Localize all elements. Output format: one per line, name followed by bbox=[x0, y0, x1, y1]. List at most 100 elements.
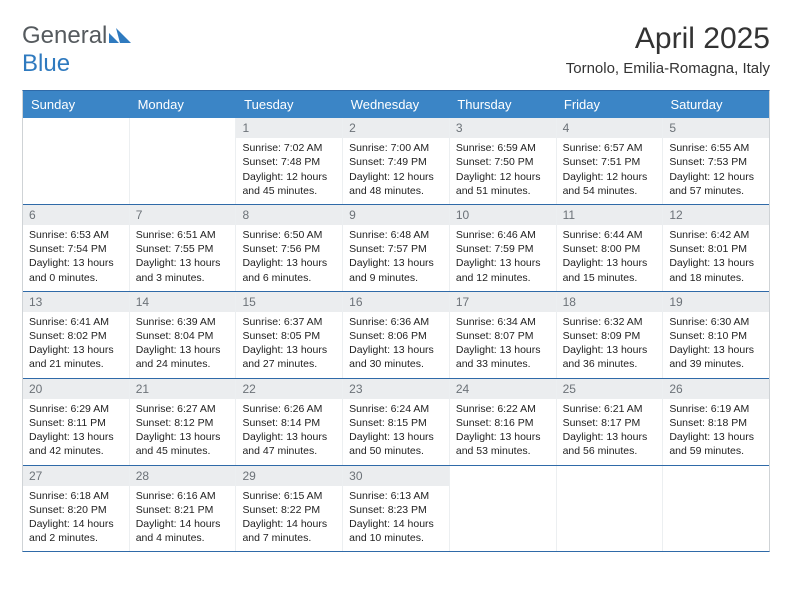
sunset-line-label: Sunset: bbox=[349, 243, 388, 255]
day-cell: 2Sunrise: 7:00 AMSunset: 7:49 PMDaylight… bbox=[342, 118, 449, 204]
sunset-line-value: 8:04 PM bbox=[174, 330, 213, 342]
location-text: Tornolo, Emilia-Romagna, Italy bbox=[566, 60, 770, 77]
daylight-line-label: Daylight: bbox=[669, 344, 713, 356]
sunset-line: Sunset: 8:01 PM bbox=[669, 242, 763, 256]
sunset-line: Sunset: 8:18 PM bbox=[669, 416, 763, 430]
sunrise-line-value: 7:02 AM bbox=[284, 142, 323, 154]
sunset-line-label: Sunset: bbox=[563, 243, 602, 255]
day-number: 13 bbox=[23, 292, 129, 312]
daylight-line-label: Daylight: bbox=[456, 257, 500, 269]
daylight-line-label: Daylight: bbox=[456, 171, 500, 183]
sunrise-line-label: Sunrise: bbox=[456, 403, 497, 415]
sunset-line-label: Sunset: bbox=[242, 330, 281, 342]
sunrise-line: Sunrise: 6:22 AM bbox=[456, 402, 550, 416]
day-number: 22 bbox=[236, 379, 342, 399]
day-cell: 13 Sunrise: 6:41 AMSunset: 8:02 PMDayligh… bbox=[23, 292, 129, 378]
sunset-line-value: 8:10 PM bbox=[708, 330, 747, 342]
day-cell: 5Sunrise: 6:55 AMSunset: 7:53 PMDaylight… bbox=[662, 118, 769, 204]
day-cell: 29Sunrise: 6:15 AMSunset: 8:22 PMDayligh… bbox=[235, 466, 342, 552]
day-number: 9 bbox=[343, 205, 449, 225]
daylight-line: Daylight: 13 hours and 24 minutes. bbox=[136, 343, 230, 371]
day-cell: 26Sunrise: 6:19 AMSunset: 8:18 PMDayligh… bbox=[662, 379, 769, 465]
daylight-line-label: Daylight: bbox=[242, 257, 286, 269]
sunrise-line: Sunrise: 6:42 AM bbox=[669, 228, 763, 242]
sunset-line: Sunset: 8:14 PM bbox=[242, 416, 336, 430]
daylight-line-label: Daylight: bbox=[349, 257, 393, 269]
sunset-line-label: Sunset: bbox=[563, 330, 602, 342]
sunrise-line: Sunrise: 6:32 AM bbox=[563, 315, 657, 329]
day-cell: 28Sunrise: 6:16 AMSunset: 8:21 PMDayligh… bbox=[129, 466, 236, 552]
weekday-header: Monday bbox=[130, 91, 237, 118]
sunrise-line-value: 6:16 AM bbox=[177, 490, 216, 502]
sunset-line: Sunset: 8:06 PM bbox=[349, 329, 443, 343]
daylight-line: Daylight: 14 hours and 4 minutes. bbox=[136, 517, 230, 545]
daylight-line-label: Daylight: bbox=[242, 431, 286, 443]
daylight-line-label: Daylight: bbox=[669, 171, 713, 183]
day-number: 5 bbox=[663, 118, 769, 138]
daylight-line-label: Daylight: bbox=[29, 431, 73, 443]
sunrise-line: Sunrise: 6:16 AM bbox=[136, 489, 230, 503]
day-cell: 16Sunrise: 6:36 AMSunset: 8:06 PMDayligh… bbox=[342, 292, 449, 378]
sunset-line: Sunset: 7:50 PM bbox=[456, 155, 550, 169]
day-cell: 10Sunrise: 6:46 AMSunset: 7:59 PMDayligh… bbox=[449, 205, 556, 291]
day-cell: 8Sunrise: 6:50 AMSunset: 7:56 PMDaylight… bbox=[235, 205, 342, 291]
sunset-line-label: Sunset: bbox=[29, 243, 68, 255]
brand-logo: GeneralBlue bbox=[22, 22, 131, 78]
sunrise-line: Sunrise: 6:57 AM bbox=[563, 141, 657, 155]
weeks-container: 1Sunrise: 7:02 AMSunset: 7:48 PMDaylight… bbox=[23, 118, 769, 551]
sunset-line: Sunset: 7:57 PM bbox=[349, 242, 443, 256]
day-number: 23 bbox=[343, 379, 449, 399]
sunset-line-value: 7:55 PM bbox=[174, 243, 213, 255]
sunset-line-value: 8:14 PM bbox=[281, 417, 320, 429]
sunrise-line: Sunrise: 6:55 AM bbox=[669, 141, 763, 155]
sunrise-line-label: Sunrise: bbox=[242, 316, 283, 328]
day-cell: 7Sunrise: 6:51 AMSunset: 7:55 PMDaylight… bbox=[129, 205, 236, 291]
day-cell: 27Sunrise: 6:18 AMSunset: 8:20 PMDayligh… bbox=[23, 466, 129, 552]
sunrise-line: Sunrise: 6:41 AM bbox=[29, 315, 123, 329]
sunrise-line-value: 6:46 AM bbox=[497, 229, 536, 241]
day-number: 10 bbox=[450, 205, 556, 225]
sunrise-line-value: 6:29 AM bbox=[70, 403, 109, 415]
sunrise-line-value: 6:19 AM bbox=[711, 403, 750, 415]
weekday-header: Friday bbox=[556, 91, 663, 118]
sunrise-line: Sunrise: 6:18 AM bbox=[29, 489, 123, 503]
sunset-line: Sunset: 7:54 PM bbox=[29, 242, 123, 256]
sunset-line-label: Sunset: bbox=[29, 417, 68, 429]
week-row: 27Sunrise: 6:18 AMSunset: 8:20 PMDayligh… bbox=[23, 465, 769, 552]
sunset-line-value: 8:16 PM bbox=[494, 417, 533, 429]
sunrise-line: Sunrise: 6:36 AM bbox=[349, 315, 443, 329]
sunrise-line: Sunrise: 6:37 AM bbox=[242, 315, 336, 329]
month-title: April 2025 bbox=[566, 22, 770, 56]
day-number: 2 bbox=[343, 118, 449, 138]
sunrise-line-label: Sunrise: bbox=[29, 316, 70, 328]
sunset-line: Sunset: 7:59 PM bbox=[456, 242, 550, 256]
sunset-line-value: 8:17 PM bbox=[601, 417, 640, 429]
day-number: 26 bbox=[663, 379, 769, 399]
day-number: 16 bbox=[343, 292, 449, 312]
daylight-line-label: Daylight: bbox=[563, 344, 607, 356]
sunrise-line-value: 6:18 AM bbox=[70, 490, 109, 502]
day-cell: 4Sunrise: 6:57 AMSunset: 7:51 PMDaylight… bbox=[556, 118, 663, 204]
day-number: 28 bbox=[130, 466, 236, 486]
sunrise-line-value: 6:13 AM bbox=[391, 490, 430, 502]
sunset-line-value: 8:07 PM bbox=[494, 330, 533, 342]
sunset-line-value: 8:09 PM bbox=[601, 330, 640, 342]
sunset-line-label: Sunset: bbox=[349, 330, 388, 342]
daylight-line-label: Daylight: bbox=[242, 344, 286, 356]
day-number: 12 bbox=[663, 205, 769, 225]
sunset-line-label: Sunset: bbox=[29, 330, 68, 342]
sunset-line: Sunset: 7:49 PM bbox=[349, 155, 443, 169]
daylight-line-label: Daylight: bbox=[29, 257, 73, 269]
day-cell: 15Sunrise: 6:37 AMSunset: 8:05 PMDayligh… bbox=[235, 292, 342, 378]
sunset-line-value: 7:50 PM bbox=[494, 156, 533, 168]
day-cell: 24Sunrise: 6:22 AMSunset: 8:16 PMDayligh… bbox=[449, 379, 556, 465]
sunrise-line-value: 6:53 AM bbox=[70, 229, 109, 241]
sunset-line: Sunset: 8:00 PM bbox=[563, 242, 657, 256]
sunset-line: Sunset: 8:02 PM bbox=[29, 329, 123, 343]
sunrise-line-label: Sunrise: bbox=[456, 316, 497, 328]
daylight-line: Daylight: 12 hours and 45 minutes. bbox=[242, 170, 336, 198]
daylight-line-label: Daylight: bbox=[29, 344, 73, 356]
day-cell: 3Sunrise: 6:59 AMSunset: 7:50 PMDaylight… bbox=[449, 118, 556, 204]
sunset-line: Sunset: 7:55 PM bbox=[136, 242, 230, 256]
sunset-line: Sunset: 8:20 PM bbox=[29, 503, 123, 517]
